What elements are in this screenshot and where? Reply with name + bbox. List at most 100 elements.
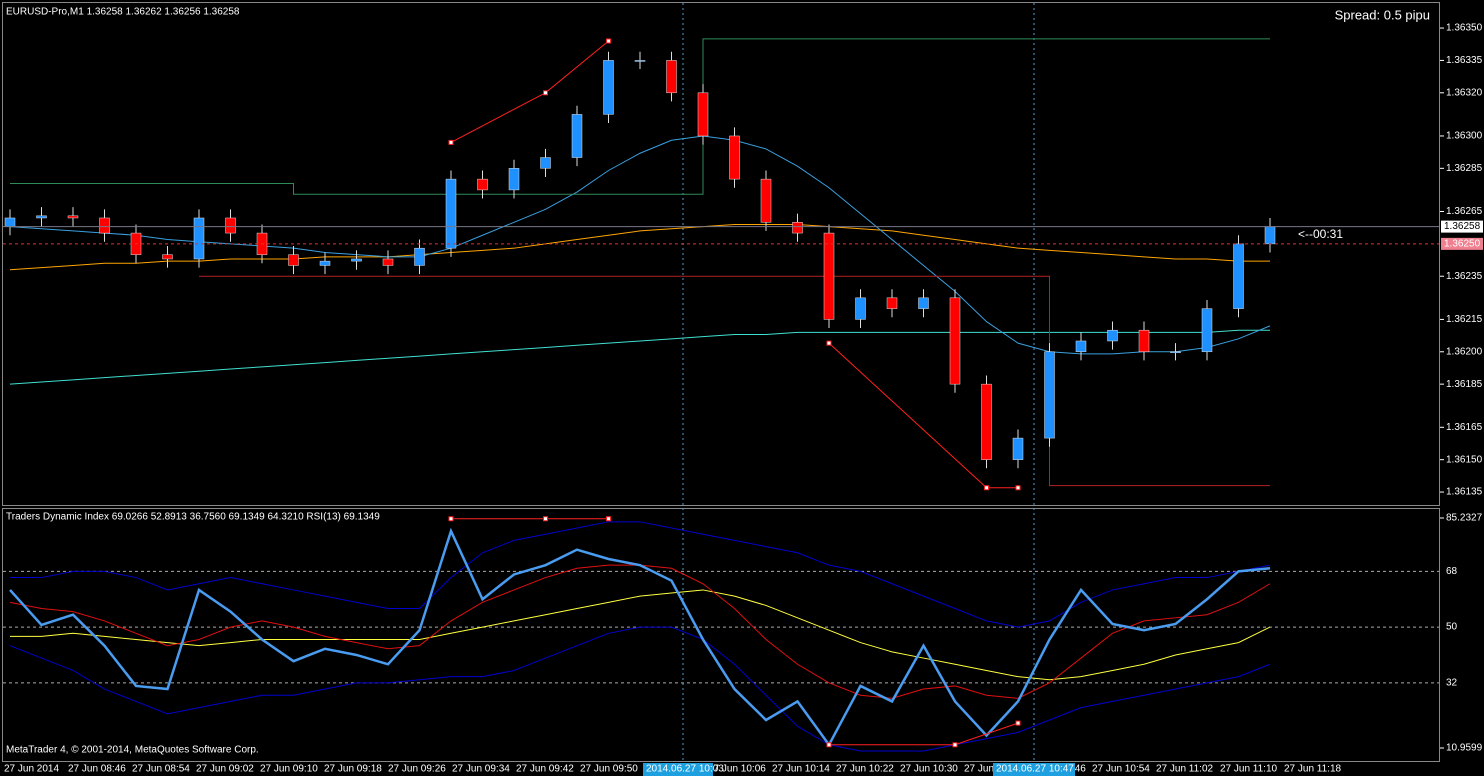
indicator-line [10,521,1271,628]
indicator-line [9,626,1271,752]
candle-body [792,222,803,234]
y-tick-label: 10.9599 [1446,743,1483,754]
candle-body [886,297,898,309]
indicator-title: Traders Dynamic Index 69.0266 52.8913 36… [6,512,380,523]
candle-body [414,247,425,266]
y-tick-label: 1.36300 [1446,131,1483,142]
y-tick-label: 1.36235 [1446,271,1483,282]
candle-body [666,60,677,94]
indicator-line [199,275,1270,487]
cursor-label-bg [993,763,1075,776]
candle-body [36,215,47,219]
zigzag-point [543,90,548,96]
y-tick-label: 85.2327 [1446,513,1483,524]
candle-body [981,383,992,460]
candle-body [351,258,362,262]
candle-body [288,254,299,266]
time-label: 27 Jun 08:54 [132,764,190,775]
y-tick-label: 1.36135 [1446,487,1483,498]
zigzag-point [1015,485,1021,491]
candle-body [1170,351,1181,354]
zigzag-point [448,139,454,145]
y-tick-label: 1.36285 [1446,163,1483,174]
indicator-line [9,135,1271,355]
indicator-line [9,223,1270,271]
indicator-line [10,589,1271,681]
candle-body [162,254,173,260]
candle-body [1012,437,1024,460]
zigzag-point [448,516,454,522]
y-tick-label: 1.36165 [1446,422,1483,433]
zigzag-point [984,485,989,491]
candle-body [1233,243,1244,309]
chart-title: EURUSD-Pro,M1 1.36258 1.36262 1.36256 1.… [6,7,240,18]
candle-body [1138,329,1150,353]
zigzag-point [606,516,611,522]
candle-body [823,232,835,320]
y-tick-label: 1.36320 [1446,87,1483,98]
time-label: 27 Jun 09:50 [580,764,638,775]
main-panel-frame [2,2,1440,506]
time-label: 27 Jun 09:02 [196,764,254,775]
cursor-label: 2014.06.27 10:03 [646,764,724,775]
ask-label-bg [1441,237,1483,250]
y-tick-label: 1.36350 [1446,23,1483,34]
candle-body [918,297,929,309]
candle-body [1264,226,1276,245]
candle-body [4,217,16,227]
y-tick-label: 32 [1446,677,1458,688]
cursor-label-bg [643,763,713,776]
zigzag-point [826,742,832,748]
candle-body [319,260,331,266]
bid-label: 1.36258 [1444,221,1481,232]
indicator-line [9,527,1271,748]
y-tick-label: 1.36215 [1446,314,1483,325]
y-tick-label: 1.36150 [1446,454,1483,465]
time-label: 27 Jun 09:26 [388,764,446,775]
zigzag-point [826,340,832,346]
candle-body [603,60,614,115]
candle-body [540,157,551,169]
time-label: 27 Jun 2014 [4,764,59,775]
candle-body [99,217,110,234]
candle-body [477,178,488,191]
candle-body [225,217,236,234]
candle-body [1107,329,1118,342]
time-label: 27 Jun 09:18 [324,764,382,775]
indicator-line [9,329,1270,385]
zigzag-point [952,742,958,748]
cursor-label: 2014.06.27 10:47 [996,764,1074,775]
candle-body [67,215,79,219]
bid-label-bg [1441,220,1483,233]
y-tick-label: 68 [1446,566,1458,577]
y-tick-label: 1.36335 [1446,55,1483,66]
time-label: 27 Jun 10:22 [836,764,894,775]
candle-body [634,60,646,62]
time-label: 27 Jun 09:34 [452,764,510,775]
candle-body [1075,340,1087,353]
time-label: 27 Jun 11:10 [1220,764,1278,775]
time-label: 27 Jun 09:10 [260,764,318,775]
candle-body [855,297,866,320]
time-label: 27 Jun 08:46 [68,764,126,775]
y-tick-label: 50 [1446,622,1458,633]
zigzag-point [606,38,611,44]
candle-body [382,258,394,266]
candle-body [697,92,709,137]
candle-body [1044,351,1055,439]
candle-body [1201,308,1213,353]
time-label: 27 Jun 11:02 [1156,764,1214,775]
candle-body [949,297,961,385]
time-label: 27 Jun 10:30 [900,764,958,775]
zigzag-point [1015,720,1021,726]
spread: Spread: 0.5 pipu [1335,7,1430,22]
zigzag-point [543,516,548,522]
time-label: 27 Jun 10:06 [708,764,766,775]
indicator-line [10,38,1270,195]
candle-body [571,114,583,158]
time-label: 27 Jun 11:18 [1284,764,1342,775]
candle-body [193,217,205,260]
